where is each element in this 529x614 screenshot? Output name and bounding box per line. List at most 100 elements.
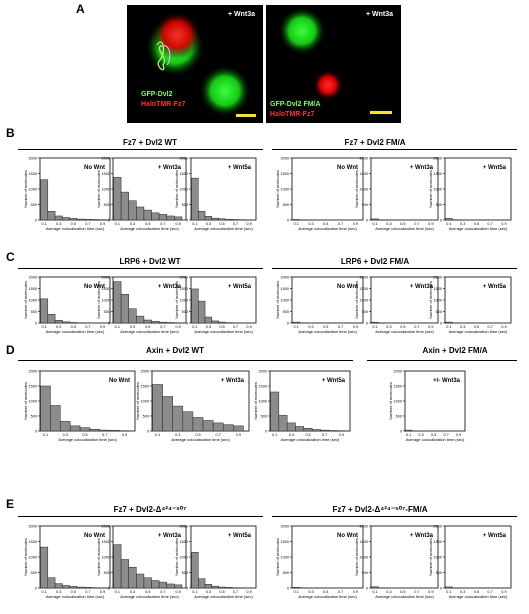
histogram-bar [50,405,61,432]
group-rule [272,149,517,150]
x-tick-label: 0.3 [386,325,391,329]
histogram-bar [76,218,85,221]
y-axis-label: Number of molecules [174,170,179,208]
histogram-bar [191,552,199,589]
histogram-bar [120,294,129,324]
y-axis-label: Number of molecules [388,382,393,420]
x-tick-label: 0.7 [85,590,90,594]
x-axis-label: Average colocalization time (sec) [58,437,117,442]
condition-label: + Wnt3a [410,533,434,539]
histogram-bar [295,426,305,432]
y-tick-label: 2000 [102,276,110,280]
x-tick-label: 0.9 [236,433,241,437]
x-axis-label: Average colocalization time (sec) [375,329,434,334]
x-tick-label: 0.3 [130,325,135,329]
y-axis-label: Number of molecules [174,538,179,576]
condition-label: No Wnt [337,533,358,539]
histogram-bar [158,214,167,221]
y-tick-label: 1500 [29,287,37,291]
x-tick-label: 0.9 [175,325,180,329]
y-axis-label: Number of molecules [275,281,280,319]
y-tick-label: 2000 [281,525,289,529]
histogram-bar [136,573,145,589]
histogram-bar [109,430,120,432]
histogram-bar [198,578,206,589]
x-tick-label: 0.5 [474,325,479,329]
y-tick-label: 1000 [29,556,37,560]
y-axis-label: Number of molecules [428,281,433,319]
x-tick-label: 0.5 [145,325,150,329]
y-tick-label: 1000 [434,299,442,303]
plot-frame [404,370,466,432]
histogram-bar [47,577,56,589]
x-tick-label: 0.1 [115,590,120,594]
y-tick-label: 0 [440,587,442,591]
y-tick-label: 0 [440,219,442,223]
y-tick-label: 2000 [434,276,442,280]
x-tick-label: 0.3 [56,325,61,329]
x-tick-label: 0.5 [145,222,150,226]
x-tick-label: 0.1 [115,325,120,329]
x-tick-label: 0.5 [71,325,76,329]
x-axis-label: Average colocalization time (sec) [375,226,434,231]
histogram-bar [204,216,213,221]
y-tick-label: 0 [440,322,442,326]
histogram-bar [445,218,453,221]
y-tick-label: 1500 [281,172,289,176]
group-rule [18,360,353,361]
y-axis-label: Number of molecules [354,170,359,208]
plot-frame [370,276,439,324]
x-tick-label: 0.3 [386,222,391,226]
scale-bar [236,114,256,117]
x-tick-label: 0.5 [323,590,328,594]
green-channel-label: GFP-Dvl2 [141,91,173,98]
group-title-e-right: Fz7 + Dvl2-Δ⁴²⁴⁻⁵⁰⁷-FM/A [332,505,428,514]
histogram-bar [76,586,85,589]
y-tick-label: 0 [108,219,110,223]
histogram-bar [172,405,184,432]
x-tick-label: 0.3 [460,222,465,226]
x-tick-label: 0.3 [130,222,135,226]
x-tick-label: 0.7 [85,325,90,329]
y-tick-label: 1000 [180,299,188,303]
x-tick-label: 0.3 [175,433,180,437]
histogram-bar [40,385,51,432]
y-tick-label: 1500 [180,287,188,291]
y-axis-label: Number of molecules [253,382,258,420]
condition-label: + Wnt3a [158,165,182,171]
y-tick-label: 1500 [434,287,442,291]
plot-frame [444,276,512,324]
y-tick-label: 0 [35,322,37,326]
histogram-bar [405,429,412,432]
x-tick-label: 0.7 [414,325,419,329]
histogram-bar [218,218,226,221]
histogram-bar [113,176,122,221]
y-tick-label: 1000 [29,299,37,303]
x-axis-label: Average colocalization time (sec) [375,594,434,599]
x-tick-label: 0.7 [338,222,343,226]
x-tick-label: 0.5 [400,222,405,226]
x-tick-label: 0.9 [353,222,358,226]
x-tick-label: 0.3 [56,222,61,226]
histogram-bar [174,216,183,221]
x-tick-label: 0.1 [192,222,197,226]
histogram-bar [79,427,91,432]
histogram-bar [152,384,163,432]
histogram-d-14: 0 500 1000 1500 2000 0.1 0.3 0.5 0.7 0.9 Average c… [135,370,250,442]
x-tick-label: 0.3 [460,325,465,329]
group-rule [18,516,263,517]
histogram-bar [158,321,167,324]
histogram-bar [120,191,129,221]
x-tick-label: 0.9 [100,222,105,226]
x-axis-label: Average colocalization time (sec) [120,329,179,334]
y-tick-label: 1000 [102,299,110,303]
x-tick-label: 0.9 [339,433,344,437]
histogram-bar [113,281,122,324]
x-tick-label: 0.7 [488,325,493,329]
x-axis-label: Average colocalization time (sec) [120,226,179,231]
x-tick-label: 0.7 [160,590,165,594]
y-axis-label: Number of molecules [174,281,179,319]
y-tick-label: 1000 [434,188,442,192]
